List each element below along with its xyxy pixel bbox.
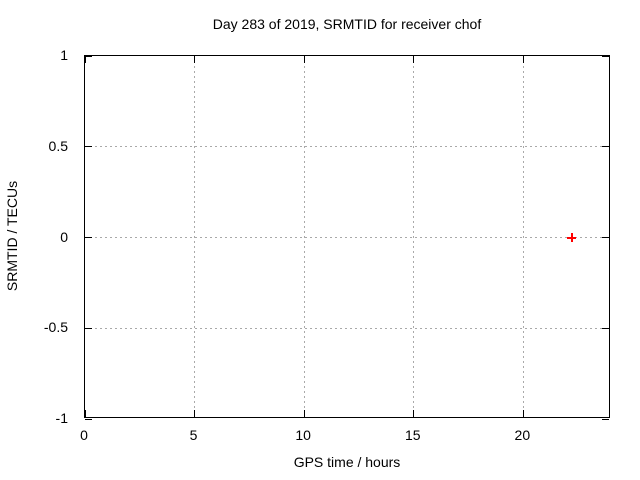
tick-mark <box>602 237 609 238</box>
x-tick-label: 0 <box>80 427 88 443</box>
tick-mark <box>194 410 196 417</box>
gridline-vertical <box>194 56 196 417</box>
y-tick-label: -1 <box>55 410 68 426</box>
x-tick-label: 15 <box>404 427 421 443</box>
data-point-marker <box>567 233 577 242</box>
tick-mark <box>84 410 86 417</box>
gridline-vertical <box>413 56 415 417</box>
tick-mark <box>413 410 415 417</box>
tick-mark <box>522 56 524 63</box>
x-axis-label: GPS time / hours <box>293 454 401 470</box>
x-tick-label: 5 <box>189 427 198 443</box>
tick-mark <box>602 55 609 57</box>
y-tick-label: -0.5 <box>43 319 68 336</box>
gridline-vertical <box>522 56 524 417</box>
chart-title: Day 283 of 2019, SRMTID for receiver cho… <box>212 16 482 32</box>
tick-mark <box>194 56 196 63</box>
tick-mark <box>85 237 92 238</box>
gridline-horizontal <box>85 146 609 148</box>
gridline-vertical <box>303 56 305 417</box>
tick-mark <box>84 56 86 63</box>
tick-mark <box>602 146 609 148</box>
plot-area <box>84 55 610 420</box>
tick-mark <box>85 418 92 420</box>
tick-mark <box>413 56 415 63</box>
y-tick-label: 0 <box>60 228 68 245</box>
tick-mark <box>602 327 609 329</box>
tick-mark <box>85 327 92 329</box>
tick-mark <box>85 55 92 57</box>
marker-vertical-bar <box>570 233 573 242</box>
tick-mark <box>522 410 524 417</box>
x-tick-label: 20 <box>514 427 531 443</box>
x-tick-label: 10 <box>295 427 311 443</box>
gridline-horizontal <box>85 237 609 238</box>
gridline-horizontal <box>85 327 609 329</box>
tick-mark <box>303 56 305 63</box>
tick-mark <box>303 410 305 417</box>
y-tick-label: 1 <box>60 47 68 63</box>
tick-mark <box>602 418 609 420</box>
y-tick-label: 0.5 <box>48 137 68 154</box>
tick-mark <box>85 146 92 148</box>
